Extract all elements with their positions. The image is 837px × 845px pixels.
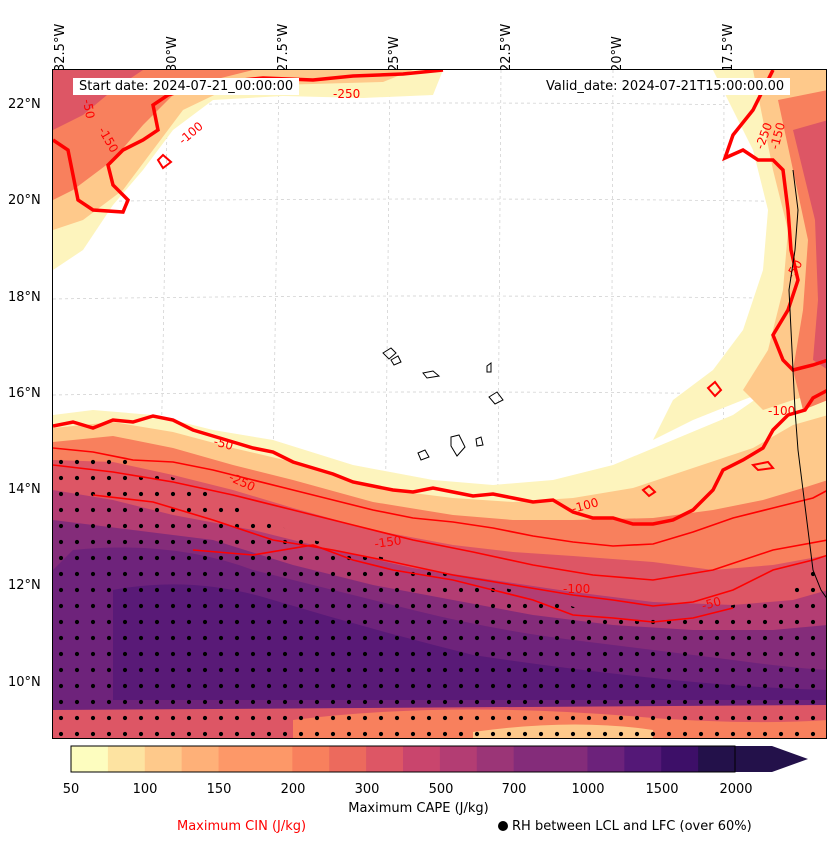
lon-label-22-5w: 22.5°W — [499, 23, 514, 72]
lat-label-20n: 20°N — [8, 193, 41, 208]
lat-label-10n: 10°N — [8, 675, 41, 690]
colorbar-tick: 150 — [206, 782, 232, 797]
cin-contour-labels: -250 -250 -150 -100 -100 -50 -50 -100 -1… — [80, 87, 805, 613]
cape-field-north — [53, 70, 443, 270]
map-panel: -250 -250 -150 -100 -100 -50 -50 -100 -1… — [52, 69, 827, 739]
colorbar-cell — [255, 746, 293, 772]
colorbar-cell — [329, 746, 367, 772]
lat-label-18n: 18°N — [8, 290, 41, 305]
colorbar-tick: 1000 — [571, 782, 605, 797]
colorbar-cell — [292, 746, 330, 772]
rh-legend: RH between LCL and LFC (over 60%) — [498, 819, 752, 834]
lon-label-25w: 25°W — [387, 36, 402, 72]
cin-label: -250 — [333, 87, 360, 101]
colorbar-cell — [144, 746, 183, 772]
colorbar-cell — [587, 746, 625, 772]
lon-label-27-5w: 27.5°W — [276, 23, 291, 72]
cin-label: -50 — [212, 434, 235, 453]
rh-legend-label: RH between LCL and LFC (over 60%) — [512, 819, 752, 834]
lat-label-14n: 14°N — [8, 482, 41, 497]
colorbar-cell — [403, 746, 441, 772]
colorbar-cell — [661, 746, 699, 772]
colorbar-tick: 1500 — [645, 782, 679, 797]
colorbar-extend-arrow — [735, 746, 808, 772]
lat-label-22n: 22°N — [8, 97, 41, 112]
cin-contours — [53, 70, 826, 623]
colorbar-label: Maximum CAPE (J/kg) — [348, 801, 489, 816]
lon-label-20w: 20°W — [610, 36, 625, 72]
lat-label-12n: 12°N — [8, 578, 41, 593]
rh-dot-icon — [498, 821, 508, 831]
colorbar-cell — [71, 746, 109, 772]
start-date-box: Start date: 2024-07-21_00:00:00 — [73, 78, 300, 95]
colorbar-cell — [181, 746, 220, 772]
colorbar-cell — [439, 746, 478, 772]
coastlines — [382, 169, 826, 599]
lon-label-30w: 30°W — [165, 36, 180, 72]
colorbar-cell — [366, 746, 404, 772]
colorbar-cell — [624, 746, 662, 772]
colorbar-tick: 50 — [62, 782, 80, 797]
colorbar-tick: 500 — [428, 782, 454, 797]
colorbar-tick: 2000 — [719, 782, 753, 797]
colorbar-tick: 200 — [280, 782, 306, 797]
cin-label: -100 — [570, 495, 600, 516]
lon-label-17-5w: 17.5°W — [721, 23, 736, 72]
colorbar-tick: 100 — [132, 782, 158, 797]
cin-label: -50 — [700, 594, 723, 613]
colorbar-cell — [476, 746, 515, 772]
cape-field-east — [653, 70, 826, 440]
colorbar-tick: 700 — [501, 782, 527, 797]
valid-date-box: Valid_date: 2024-07-21T15:00:00.00 — [540, 78, 791, 95]
cape-cin-map: -250 -250 -150 -100 -100 -50 -50 -100 -1… — [53, 70, 826, 738]
lat-label-16n: 16°N — [8, 386, 41, 401]
cin-legend: Maximum CIN (J/kg) — [177, 819, 307, 834]
cin-label: -100 — [563, 582, 590, 596]
colorbar-tick: 300 — [354, 782, 380, 797]
colorbar-cell — [513, 746, 552, 772]
lon-label-32-5w: 32.5°W — [53, 23, 68, 72]
cin-label: -50 — [80, 98, 97, 120]
cin-label: -150 — [373, 533, 402, 551]
colorbar-cell — [698, 746, 736, 772]
colorbar-cell — [218, 746, 256, 772]
colorbar-cell — [107, 746, 146, 772]
cin-label: -100 — [768, 404, 795, 418]
cin-label: -150 — [767, 121, 788, 151]
cape-colorbar — [70, 745, 808, 773]
colorbar-cell — [550, 746, 588, 772]
